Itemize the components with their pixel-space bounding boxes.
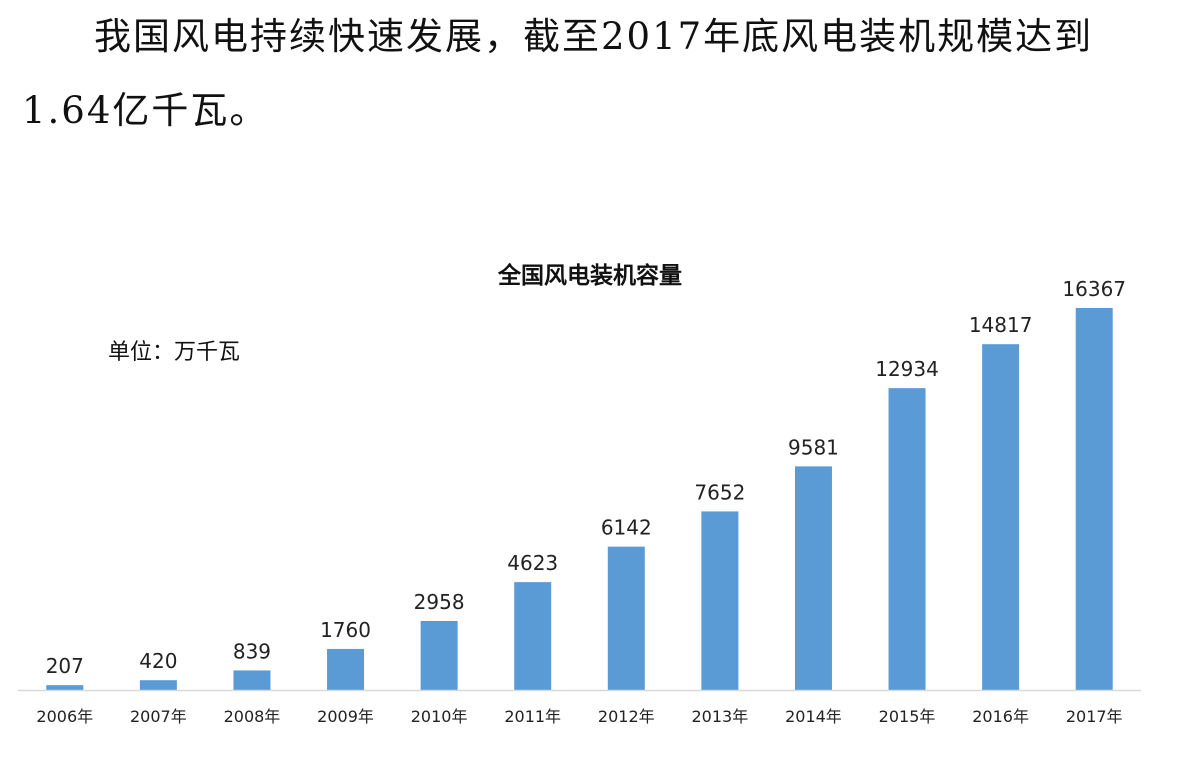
x-tick-label: 2014年: [785, 707, 842, 726]
bar-2016年: [982, 344, 1020, 690]
bar-2013年: [701, 511, 739, 690]
value-label: 16367: [1062, 277, 1126, 301]
x-tick-label: 2013年: [692, 707, 749, 726]
bar-2006年: [46, 685, 84, 690]
bar-2010年: [420, 620, 458, 690]
value-label: 2958: [414, 590, 465, 614]
x-tick-label: 2006年: [36, 707, 93, 726]
chart-title: 全国风电装机容量: [498, 262, 682, 289]
bar-2007年: [139, 680, 177, 690]
headline-text: 我国风电持续快速发展，截至2017年底风电装机规模达到1.64亿千瓦。: [22, 15, 1094, 132]
x-tick-label: 2016年: [972, 707, 1029, 726]
value-label: 14817: [969, 313, 1033, 337]
value-label: 839: [233, 639, 271, 663]
bar-2012年: [607, 546, 645, 690]
x-tick-label: 2008年: [224, 707, 281, 726]
bar-2014年: [794, 466, 832, 690]
x-tick-label: 2015年: [879, 707, 936, 726]
value-labels-group: 207 420 839 1760 2958 4623 6142 7652 9581 12934 14…: [46, 277, 1126, 678]
bar-2017年: [1075, 308, 1113, 690]
x-tick-label: 2012年: [598, 707, 655, 726]
value-label: 6142: [601, 516, 652, 540]
bar-2009年: [327, 648, 365, 690]
bar-2008年: [233, 670, 271, 690]
value-label: 4623: [507, 551, 558, 575]
value-label: 420: [139, 649, 177, 673]
value-label: 9581: [788, 435, 839, 459]
value-label: 1760: [320, 618, 371, 642]
x-tick-labels-group: 2006年 2007年 2008年 2009年 2010年 2011年 2012年 2013年…: [36, 707, 1122, 726]
value-label: 7652: [694, 480, 745, 504]
x-tick-label: 2017年: [1066, 707, 1123, 726]
unit-label: 单位：万千瓦: [108, 340, 241, 365]
x-tick-label: 2009年: [317, 707, 374, 726]
x-tick-label: 2010年: [411, 707, 468, 726]
bar-2015年: [888, 388, 926, 690]
value-label: 207: [46, 654, 84, 678]
bar-2011年: [514, 582, 552, 690]
x-tick-label: 2007年: [130, 707, 187, 726]
value-label: 12934: [875, 357, 939, 381]
bars-group: [46, 308, 1113, 690]
x-tick-label: 2011年: [504, 707, 561, 726]
